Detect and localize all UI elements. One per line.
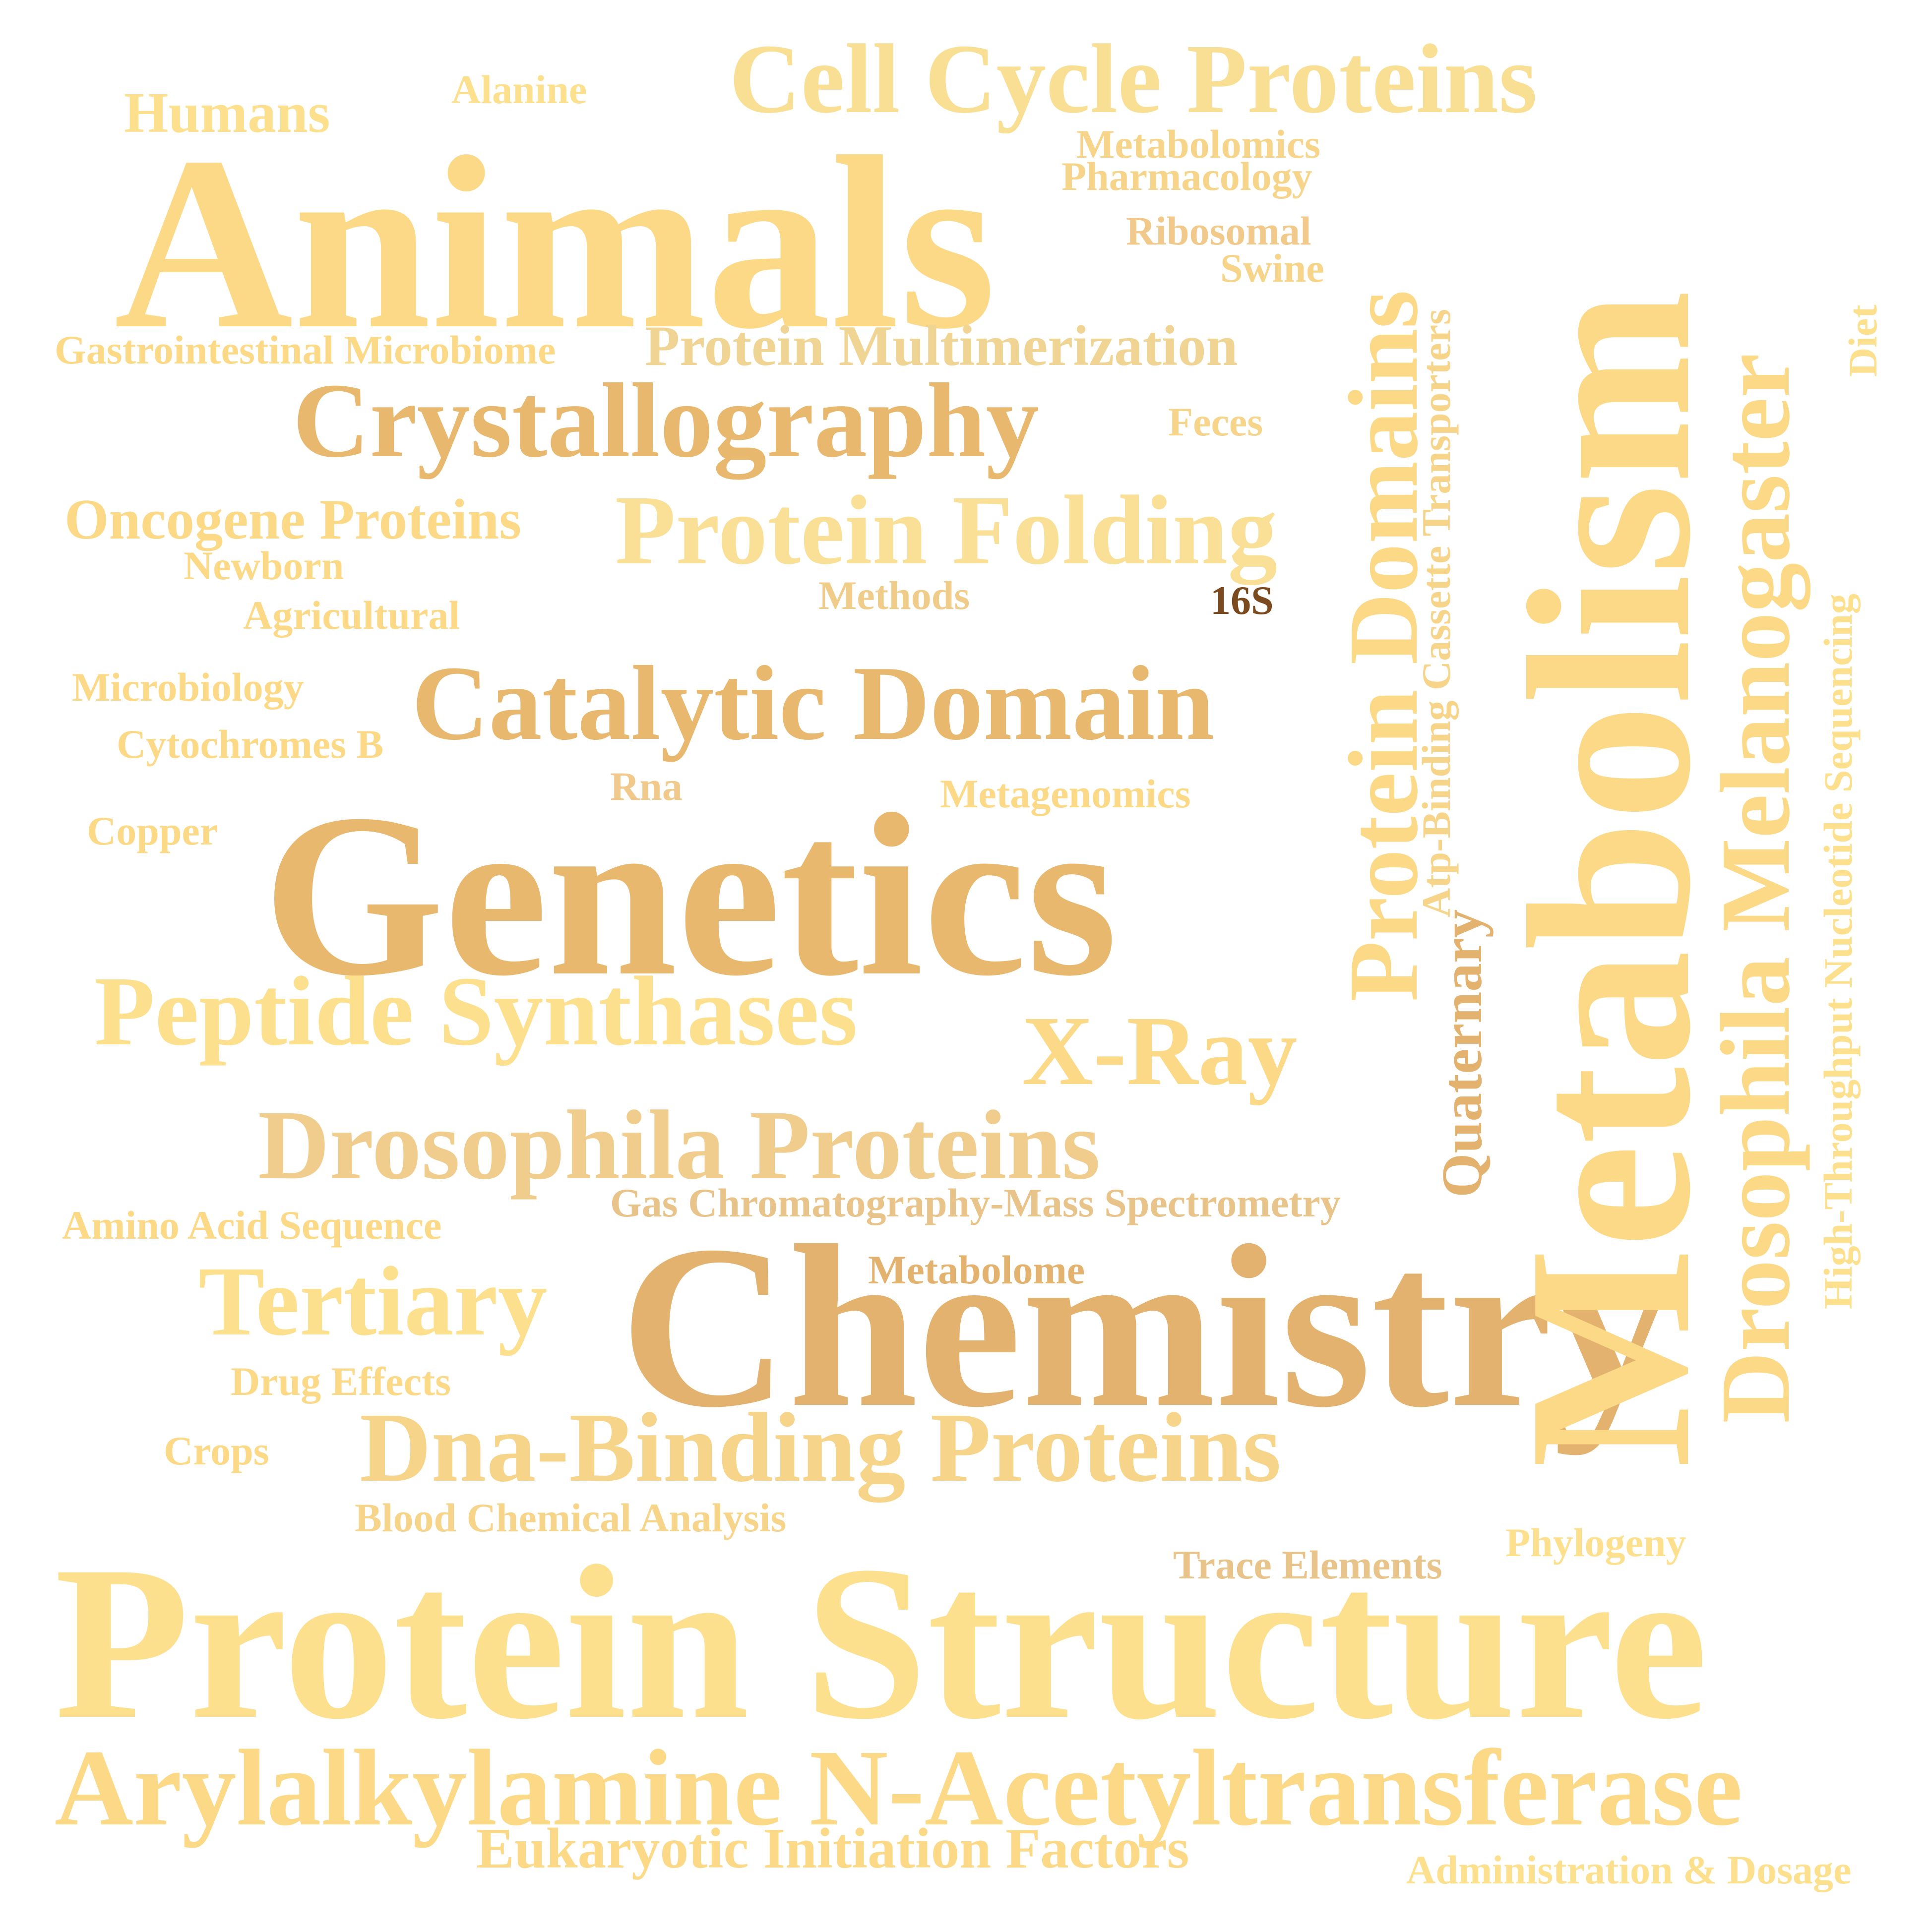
word-metabolomics: Metabolomics xyxy=(1076,121,1320,167)
word-quaternary: Quaternary xyxy=(1431,909,1494,1198)
word-drug-effects: Drug Effects xyxy=(231,1359,451,1404)
word-x-ray: X-Ray xyxy=(1022,996,1298,1106)
word-oncogene-proteins: Oncogene Proteins xyxy=(64,488,521,551)
word-atp-binding-cassette-transporters: Atp-Binding Cassette Transporters xyxy=(1414,309,1459,917)
word-gas-chromatography-mass-spectrometry: Gas Chromatography-Mass Spectrometry xyxy=(610,1180,1341,1225)
word-16s: 16S xyxy=(1210,578,1274,623)
word-rna: Rna xyxy=(610,764,683,809)
word-newborn: Newborn xyxy=(184,543,344,588)
word-animals: Animals xyxy=(114,106,997,380)
word-microbiology: Microbiology xyxy=(72,664,304,710)
word-swine: Swine xyxy=(1220,245,1324,291)
word-ribosomal: Ribosomal xyxy=(1126,208,1311,253)
word-blood-chemical-analysis: Blood Chemical Analysis xyxy=(355,1495,787,1540)
word-high-throughput-nucleotide-sequencing: High-Throughput Nucleotide Sequencing xyxy=(1815,594,1861,1309)
word-alanine: Alanine xyxy=(451,67,587,112)
word-drosophila-melanogaster: Drosophila Melanogaster xyxy=(1701,353,1810,1423)
word-gastrointestinal-microbiome: Gastrointestinal Microbiome xyxy=(55,327,556,372)
word-tertiary: Tertiary xyxy=(198,1247,548,1356)
word-catalytic-domain: Catalytic Domain xyxy=(412,644,1215,762)
word-trace-elements: Trace Elements xyxy=(1173,1542,1442,1587)
word-administration-dosage: Administration & Dosage xyxy=(1406,1847,1852,1892)
word-copper: Copper xyxy=(87,808,218,853)
word-eukaryotic-initiation-factors: Eukaryotic Initiation Factors xyxy=(476,1817,1189,1880)
word-pharmacology: Pharmacology xyxy=(1061,154,1312,199)
word-metagenomics: Metagenomics xyxy=(940,771,1191,816)
word-protein-multimerization: Protein Multimerization xyxy=(645,314,1238,377)
word-dna-binding-proteins: Dna-Binding Proteins xyxy=(360,1393,1281,1503)
word-crystallography: Crystallography xyxy=(293,361,1039,480)
word-metabolism: Metabolism xyxy=(1480,290,1739,1468)
word-chemistry: Chemistry xyxy=(620,1197,1669,1455)
word-genetics: Genetics xyxy=(263,766,1118,1024)
word-cell-cycle-proteins: Cell Cycle Proteins xyxy=(729,24,1538,134)
word-protein-folding: Protein Folding xyxy=(615,476,1278,585)
word-drosophila-proteins: Drosophila Proteins xyxy=(258,1090,1101,1200)
word-diet: Diet xyxy=(1840,304,1885,377)
word-agricultural: Agricultural xyxy=(243,593,460,638)
word-arylalkylamine-n-acetyltransferase: Arylalkylamine N-Acetyltransferase xyxy=(55,1727,1743,1848)
word-methods: Methods xyxy=(818,573,970,618)
word-protein-structure: Protein Structure xyxy=(55,1520,1708,1765)
word-feces: Feces xyxy=(1168,399,1263,444)
word-humans: Humans xyxy=(124,81,330,144)
word-peptide-synthases: Peptide Synthases xyxy=(94,957,858,1066)
word-crops: Crops xyxy=(164,1428,269,1473)
word-metabolome: Metabolome xyxy=(868,1247,1085,1292)
word-phylogeny: Phylogeny xyxy=(1505,1520,1686,1565)
word-amino-acid-sequence: Amino Acid Sequence xyxy=(62,1203,442,1248)
word-cytochromes-b: Cytochromes B xyxy=(117,722,384,767)
